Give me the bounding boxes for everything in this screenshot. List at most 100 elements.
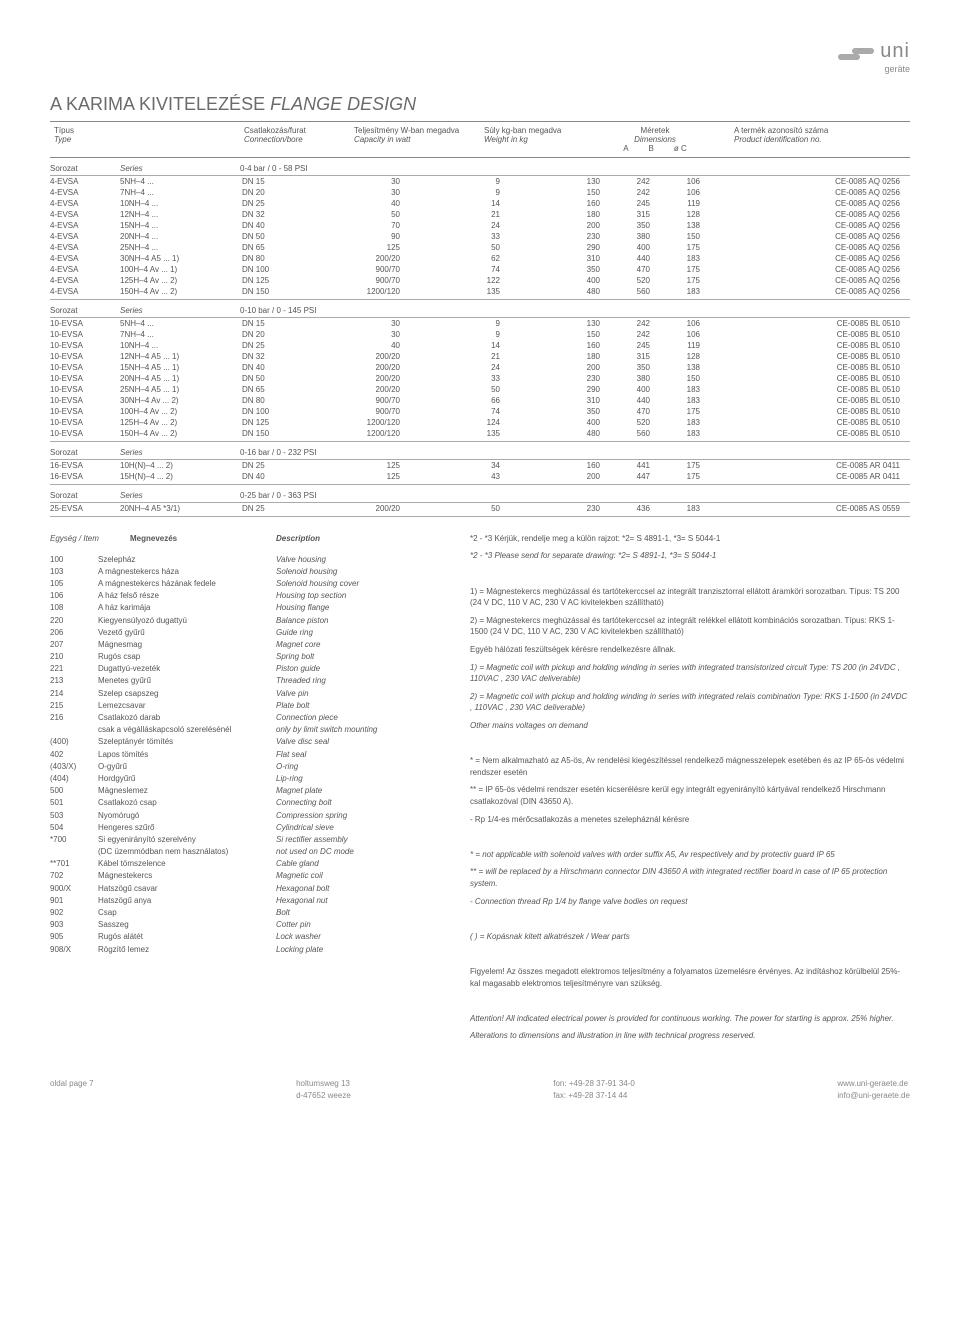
notes-column: *2 - *3 Kérjük, rendelje meg a külön raj… <box>470 533 910 1048</box>
footer-web: www.uni-geraete.deinfo@uni-geraete.de <box>837 1078 910 1102</box>
note-line: ( ) = Kopásnak kitett alkatrészek / Wear… <box>470 931 910 943</box>
data-sections: SorozatSeries0-4 bar / 0 - 58 PSI4-EVSA5… <box>50 158 910 517</box>
note-line: Figyelem! Az összes megadott elektromos … <box>470 966 910 989</box>
list-item: csak a végálláskapcsoló szerelésénélonly… <box>50 724 440 736</box>
footer-addr: holtumsweg 13d-47652 weeze <box>296 1078 351 1102</box>
hdr-conn: Csatlakozás/furat <box>244 126 306 135</box>
list-item: 220Kiegyensúlyozó dugattyúBalance piston <box>50 614 440 626</box>
list-item: (400)Szeleptányér tömítésValve disc seal <box>50 736 440 748</box>
list-item: 206Vezető gyűrűGuide ring <box>50 626 440 638</box>
list-item: (404)HordgyűrűLip-ring <box>50 772 440 784</box>
table-row: 10-EVSA12NH–4 A5 ... 1)DN 32200/20211803… <box>50 351 910 362</box>
hdr-dim-en: Dimensions <box>634 135 676 144</box>
note-line <box>470 831 910 843</box>
list-item: 216Csatlakozó darabConnection piece <box>50 712 440 724</box>
table-row: 16-EVSA10H(N)–4 ... 2)DN 251253416044117… <box>50 460 910 471</box>
table-header: TípusType Csatlakozás/furatConnection/bo… <box>50 121 910 158</box>
note-line: 2) = Mágnestekercs meghúzással és tartót… <box>470 615 910 638</box>
table-row: 25-EVSA20NH–4 A5 *3/1)DN 25200/205023043… <box>50 503 910 514</box>
hdr-id: A termék azonosító száma <box>734 126 828 135</box>
list-item: (DC üzemmódban nem használatos)not used … <box>50 846 440 858</box>
note-line: *2 - *3 Please send for separate drawing… <box>470 550 910 562</box>
bottom-area: Egység / Item Megnevezés Description 100… <box>50 533 910 1048</box>
table-row: 16-EVSA15H(N)–4 ... 2)DN 401254320044717… <box>50 471 910 482</box>
list-item: (403/X)O-gyűrűO-ring <box>50 760 440 772</box>
hdr-dim: Méretek <box>641 126 670 135</box>
list-item: 213Menetes gyűrűThreaded ring <box>50 675 440 687</box>
list-item: 504Hengeres szűrőCylindrical sieve <box>50 821 440 833</box>
table-row: 4-EVSA30NH–4 A5 ... 1)DN 80200/206231044… <box>50 253 910 264</box>
hdr-wt-en: Weight in kg <box>484 135 528 144</box>
list-item: 500MágneslemezMagnet plate <box>50 785 440 797</box>
list-item: 108A ház karimájaHousing flange <box>50 602 440 614</box>
list-item: 902CsapBolt <box>50 907 440 919</box>
table-row: 4-EVSA20NH–4 ...DN 509033230380150CE-008… <box>50 231 910 242</box>
note-line <box>470 995 910 1007</box>
note-line <box>470 913 910 925</box>
list-item: 215LemezcsavarPlate bolt <box>50 699 440 711</box>
table-row: 4-EVSA5NH–4 ...DN 15309130242106CE-0085 … <box>50 176 910 187</box>
list-item: 221Dugattyú-vezetékPiston guide <box>50 663 440 675</box>
list-item: 903SasszegCotter pin <box>50 919 440 931</box>
list-item: 908/XRögzítő lemezLocking plate <box>50 943 440 955</box>
hdr-type-en: Type <box>54 135 71 144</box>
note-line: 2) = Magnetic coil with pickup and holdi… <box>470 691 910 714</box>
item-hdr-3: Description <box>276 533 440 544</box>
list-item: 210Rugós csapSpring bolt <box>50 651 440 663</box>
note-line: *2 - *3 Kérjük, rendelje meg a külön raj… <box>470 533 910 545</box>
table-row: 10-EVSA30NH–4 Av ... 2)DN 80900/70663104… <box>50 395 910 406</box>
list-item: 905Rugós alátétLock washer <box>50 931 440 943</box>
item-hdr-2: Megnevezés <box>130 533 276 544</box>
list-item: *700Si egyenirányító szerelvénySi rectif… <box>50 833 440 845</box>
note-line: Egyéb hálózati feszültségek kérésre rend… <box>470 644 910 656</box>
list-item: 501Csatlakozó csapConnecting bolt <box>50 797 440 809</box>
note-line <box>470 568 910 580</box>
table-row: 4-EVSA125H–4 Av ... 2)DN 125900/70122400… <box>50 275 910 286</box>
note-line: Attention! All indicated electrical powe… <box>470 1013 910 1025</box>
table-row: 4-EVSA7NH–4 ...DN 20309150242106CE-0085 … <box>50 187 910 198</box>
list-item: 214Szelep csapszegValve pin <box>50 687 440 699</box>
list-item: 106A ház felső részeHousing top section <box>50 590 440 602</box>
note-line: 1) = Magnetic coil with pickup and holdi… <box>470 662 910 685</box>
hdr-cap-en: Capacity in watt <box>354 135 410 144</box>
list-item: 103A mágnestekercs házaSolenoid housing <box>50 565 440 577</box>
table-row: 10-EVSA5NH–4 ...DN 15309130242106CE-0085… <box>50 318 910 329</box>
section-header: SorozatSeries0-10 bar / 0 - 145 PSI <box>50 300 910 318</box>
list-item: **701Kábel tömszelenceCable gland <box>50 858 440 870</box>
logo-sub: geräte <box>884 64 910 74</box>
list-item: 901Hatszögű anyaHexagonal nut <box>50 894 440 906</box>
hdr-cap: Teljesítmény W-ban megadva <box>354 126 459 135</box>
section-header: SorozatSeries0-25 bar / 0 - 363 PSI <box>50 485 910 503</box>
item-hdr-1: Egység / Item <box>50 533 130 544</box>
table-row: 10-EVSA150H–4 Av ... 2)DN 1501200/120135… <box>50 428 910 439</box>
table-row: 4-EVSA15NH–4 ...DN 407024200350138CE-008… <box>50 220 910 231</box>
section-header: SorozatSeries0-4 bar / 0 - 58 PSI <box>50 158 910 176</box>
table-row: 10-EVSA100H–4 Av ... 2)DN 100900/7074350… <box>50 406 910 417</box>
note-line: ** = will be replaced by a Hirschmann co… <box>470 866 910 889</box>
note-line <box>470 738 910 750</box>
table-row: 10-EVSA25NH–4 A5 ... 1)DN 65200/20502904… <box>50 384 910 395</box>
table-row: 10-EVSA10NH–4 ...DN 254014160245119CE-00… <box>50 340 910 351</box>
footer-page: oldal page 7 <box>50 1078 94 1102</box>
page-title: A KARIMA KIVITELEZÉSE FLANGE DESIGN <box>50 94 910 115</box>
title-italic: FLANGE DESIGN <box>270 94 416 114</box>
section-header: SorozatSeries0-16 bar / 0 - 232 PSI <box>50 442 910 460</box>
table-row: 4-EVSA10NH–4 ...DN 254014160245119CE-008… <box>50 198 910 209</box>
title-plain: A KARIMA KIVITELEZÉSE <box>50 94 270 114</box>
logo-text: uni <box>880 40 910 62</box>
hdr-b: B <box>649 144 654 153</box>
logo: uni geräte <box>50 40 910 74</box>
table-row: 10-EVSA20NH–4 A5 ... 1)DN 50200/20332303… <box>50 373 910 384</box>
hdr-conn-en: Connection/bore <box>244 135 303 144</box>
footer-tel: fon: +49-28 37-91 34-0fax: +49-28 37-14 … <box>553 1078 635 1102</box>
table-row: 4-EVSA12NH–4 ...DN 325021180315128CE-008… <box>50 209 910 220</box>
note-line: * = Nem alkalmazható az A5-ös, Av rendel… <box>470 755 910 778</box>
note-line: 1) = Mágnestekercs meghúzással és tartót… <box>470 586 910 609</box>
table-row: 10-EVSA125H–4 Av ... 2)DN 1251200/120124… <box>50 417 910 428</box>
hdr-wt: Súly kg-ban megadva <box>484 126 561 135</box>
hdr-a: A <box>623 144 628 153</box>
hdr-type: Típus <box>54 126 74 135</box>
list-item: 100SzelepházValve housing <box>50 553 440 565</box>
footer: oldal page 7 holtumsweg 13d-47652 weeze … <box>50 1078 910 1102</box>
note-line <box>470 948 910 960</box>
